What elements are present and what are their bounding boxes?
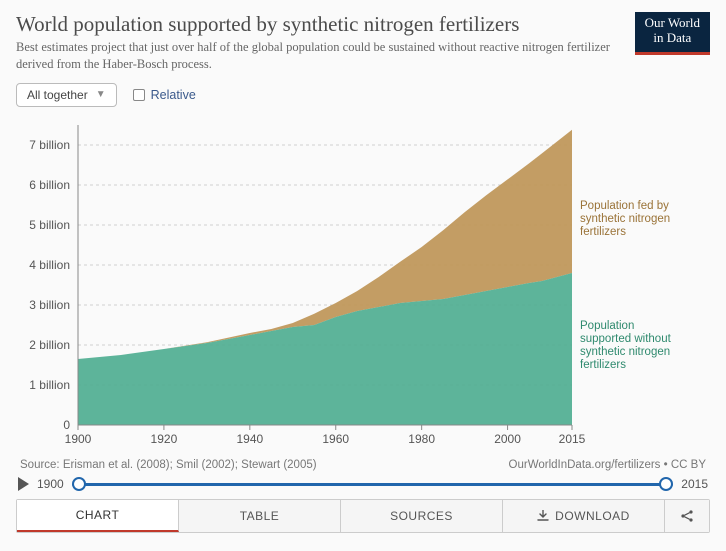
svg-text:7 billion: 7 billion bbox=[29, 138, 70, 152]
svg-text:3 billion: 3 billion bbox=[29, 298, 70, 312]
svg-text:6 billion: 6 billion bbox=[29, 178, 70, 192]
share-icon bbox=[680, 509, 694, 523]
svg-text:2 billion: 2 billion bbox=[29, 338, 70, 352]
svg-text:1940: 1940 bbox=[236, 432, 263, 446]
svg-text:2000: 2000 bbox=[494, 432, 521, 446]
svg-text:2015: 2015 bbox=[559, 432, 586, 446]
svg-text:4 billion: 4 billion bbox=[29, 258, 70, 272]
slider-handle-end[interactable] bbox=[659, 477, 673, 491]
tabs-bar: CHART TABLE SOURCES DOWNLOAD bbox=[16, 499, 710, 533]
dropdown-label: All together bbox=[27, 88, 88, 102]
chevron-down-icon: ▼ bbox=[96, 89, 106, 100]
attribution-text: OurWorldInData.org/fertilizers • CC BY bbox=[509, 459, 706, 471]
tab-table[interactable]: TABLE bbox=[179, 500, 341, 532]
tab-chart[interactable]: CHART bbox=[17, 500, 179, 532]
svg-text:5 billion: 5 billion bbox=[29, 218, 70, 232]
svg-text:1980: 1980 bbox=[408, 432, 435, 446]
tab-sources[interactable]: SOURCES bbox=[341, 500, 503, 532]
timeline-slider[interactable] bbox=[72, 477, 674, 491]
relative-toggle[interactable]: Relative bbox=[133, 88, 196, 102]
svg-text:1960: 1960 bbox=[322, 432, 349, 446]
relative-label: Relative bbox=[151, 88, 196, 102]
play-button[interactable] bbox=[18, 477, 29, 491]
page-subtitle: Best estimates project that just over ha… bbox=[16, 39, 623, 73]
logo-line2: in Data bbox=[645, 31, 700, 46]
checkbox-icon bbox=[133, 89, 145, 101]
slider-handle-start[interactable] bbox=[72, 477, 86, 491]
tab-share[interactable] bbox=[665, 500, 709, 532]
logo-line1: Our World bbox=[645, 16, 700, 31]
entity-dropdown[interactable]: All together ▼ bbox=[16, 83, 117, 107]
slider-track bbox=[72, 483, 674, 486]
source-text: Source: Erisman et al. (2008); Smil (200… bbox=[20, 459, 317, 471]
page-title: World population supported by synthetic … bbox=[16, 12, 623, 36]
chart-area: 0 1 billion 2 billion 3 billion 4 billion 5 b… bbox=[16, 117, 710, 457]
svg-text:1 billion: 1 billion bbox=[29, 378, 70, 392]
owid-logo[interactable]: Our World in Data bbox=[635, 12, 710, 55]
timeline-end-label: 2015 bbox=[681, 477, 708, 491]
svg-text:Populationsupported withoutsyn: Populationsupported withoutsynthetic nit… bbox=[580, 320, 672, 371]
svg-text:0: 0 bbox=[63, 418, 70, 432]
download-label: DOWNLOAD bbox=[555, 509, 630, 523]
area-chart[interactable]: 0 1 billion 2 billion 3 billion 4 billion 5 b… bbox=[16, 117, 710, 457]
svg-text:1900: 1900 bbox=[65, 432, 92, 446]
svg-text:Population fed bysynthetic nit: Population fed bysynthetic nitrogenferti… bbox=[580, 200, 670, 238]
download-icon bbox=[537, 510, 549, 522]
tab-download[interactable]: DOWNLOAD bbox=[503, 500, 665, 532]
svg-text:1920: 1920 bbox=[151, 432, 178, 446]
timeline-start-label: 1900 bbox=[37, 477, 64, 491]
